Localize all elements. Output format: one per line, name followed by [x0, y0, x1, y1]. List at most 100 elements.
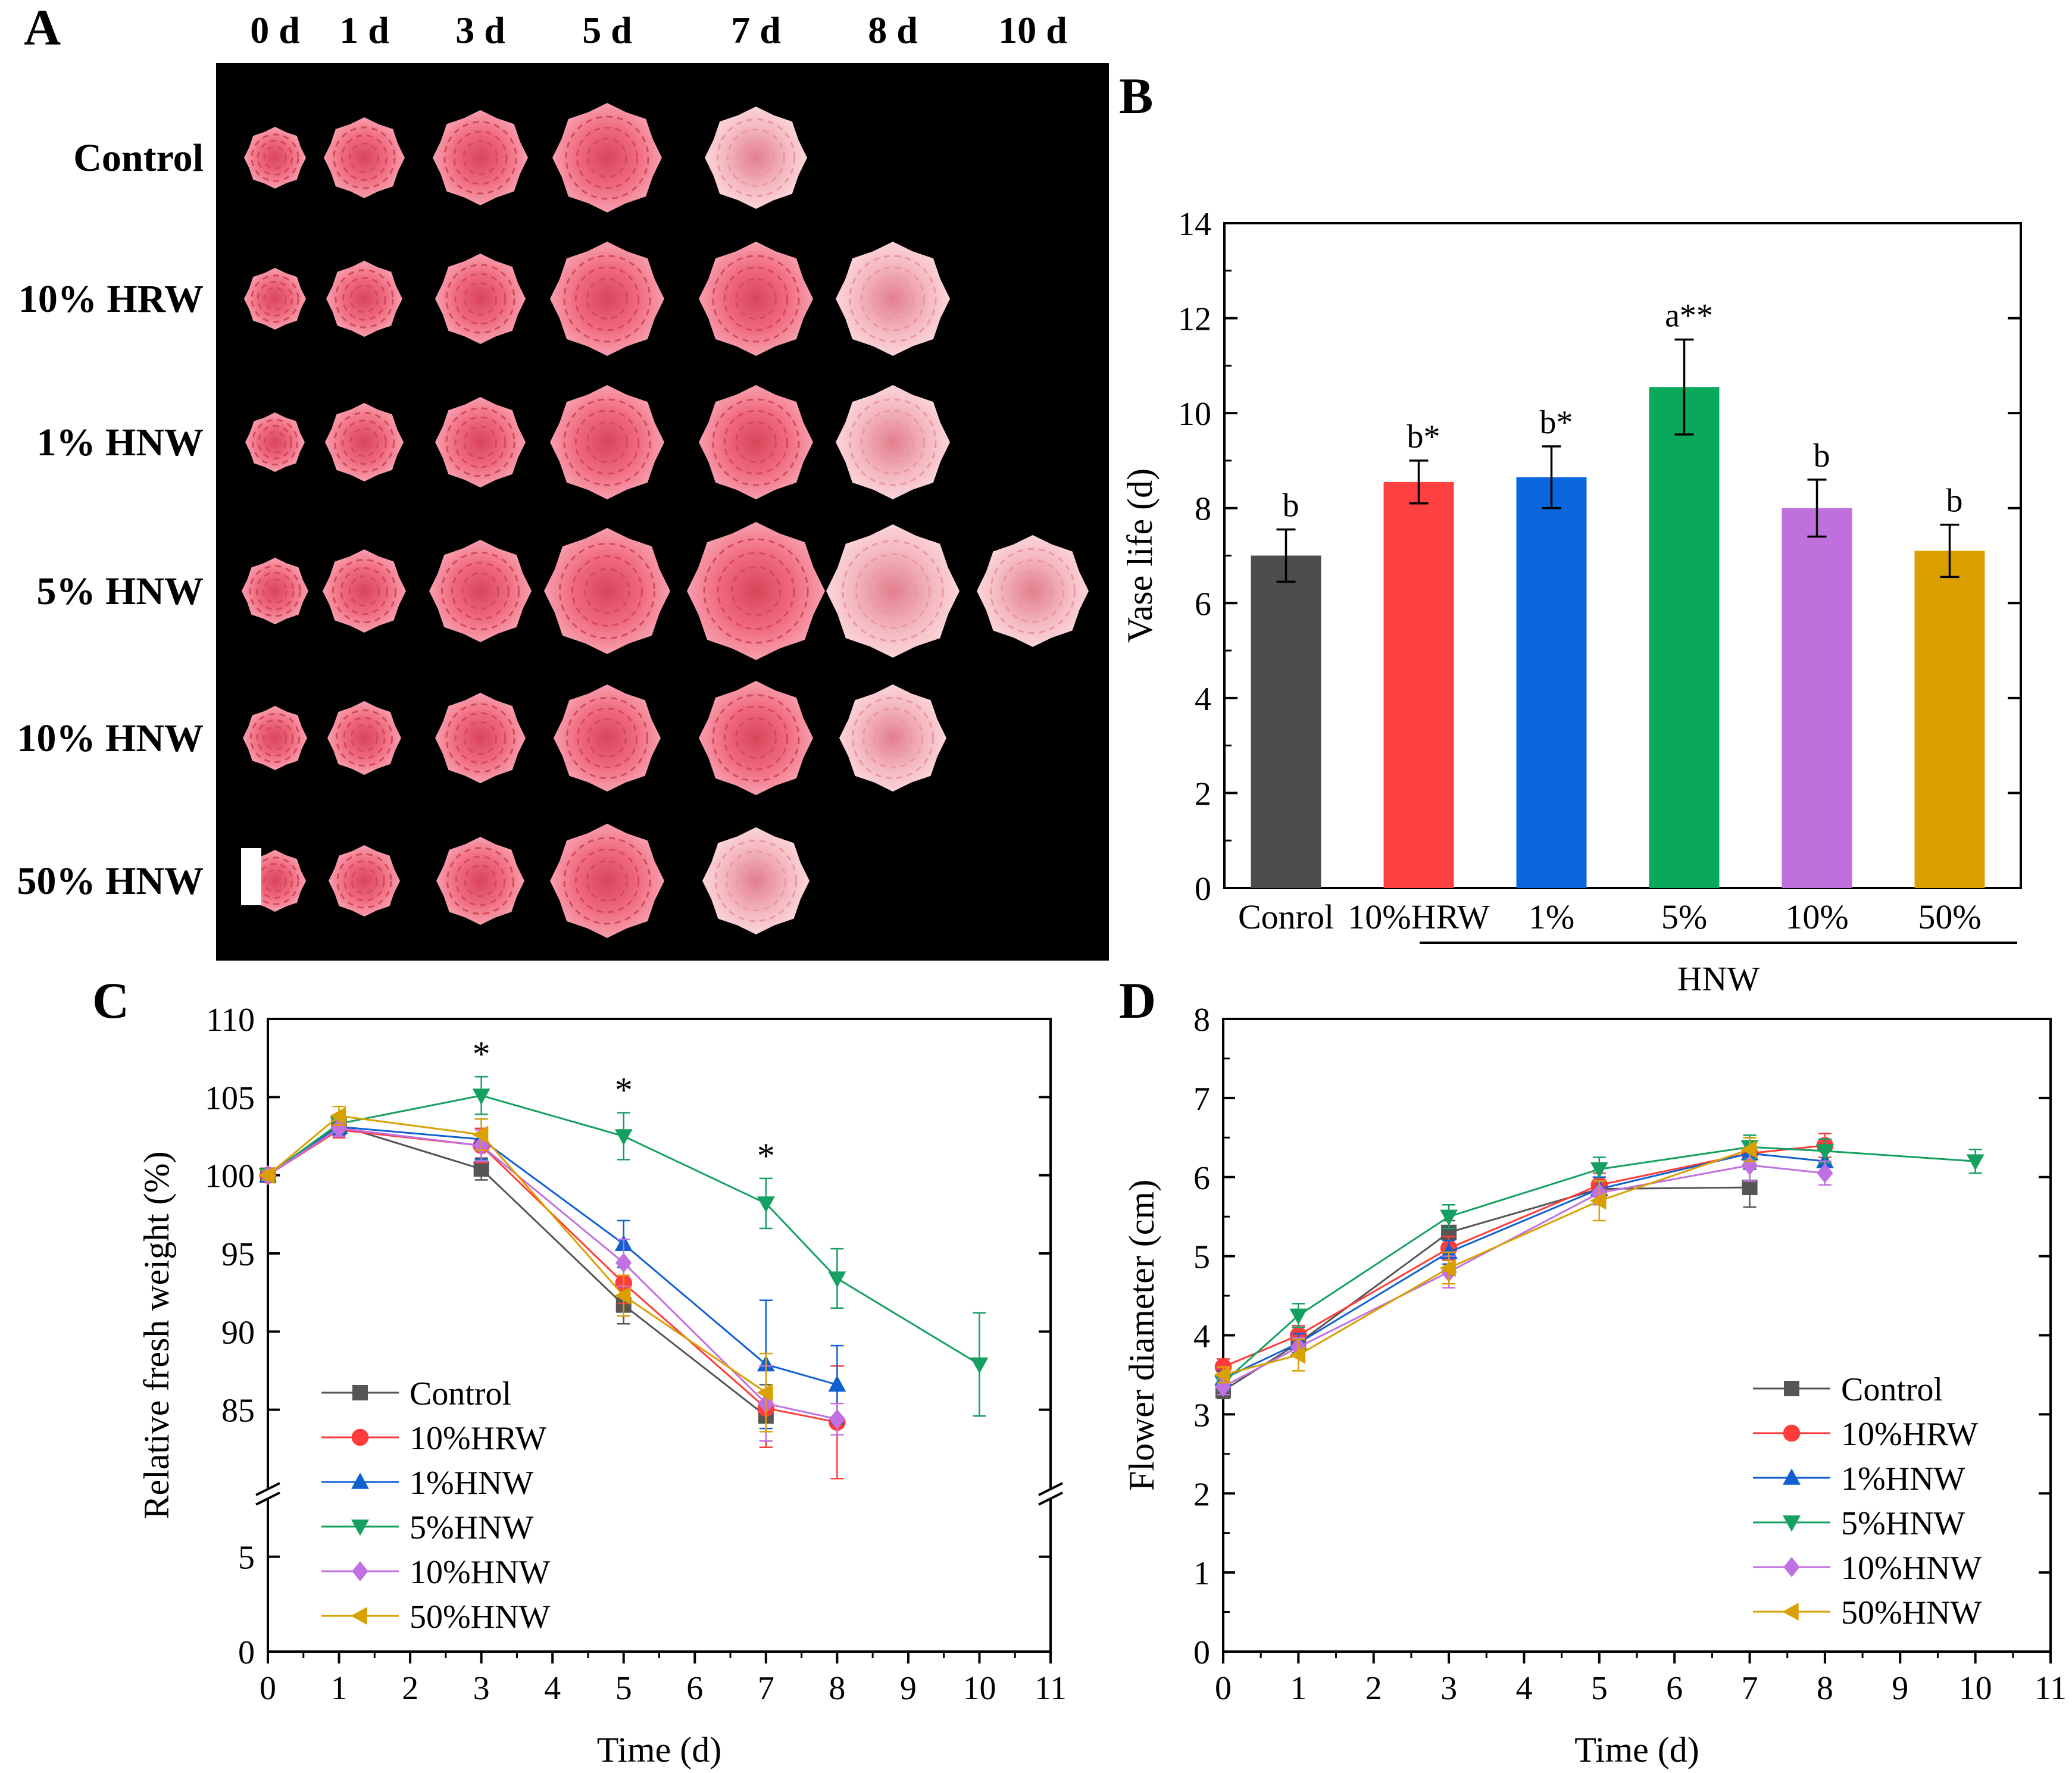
petal-ruffle	[443, 121, 517, 195]
flower-photo	[826, 524, 960, 658]
petal-ruffle	[735, 421, 777, 464]
x-tick-label: Conrol	[1238, 898, 1334, 936]
petal-ruffle	[454, 273, 507, 325]
data-point	[757, 1196, 775, 1213]
axis-break-gap	[264, 1489, 271, 1499]
data-point	[828, 1375, 846, 1392]
day-label: 8 d	[868, 9, 918, 51]
data-point	[1440, 1209, 1458, 1226]
flower-petals	[550, 242, 664, 356]
petal-ruffle	[351, 867, 378, 895]
treatment-rows: Control 10% HRW 1% HNW 5% HNW 10% HNW 50% HNW	[17, 136, 204, 903]
data-point	[1590, 1192, 1607, 1210]
significance-label: b	[1283, 487, 1299, 524]
petal-ruffle	[735, 717, 777, 759]
flower-petals	[550, 824, 664, 938]
y-tick-label: 8	[1193, 1002, 1210, 1039]
y-tick-label: 8	[1195, 491, 1211, 528]
flower-photo	[327, 701, 401, 775]
significance-label: b*	[1540, 404, 1573, 441]
series-5-hnw	[1214, 1134, 1985, 1392]
bar	[1383, 481, 1454, 888]
axis-break-mark	[255, 1491, 280, 1506]
petal-ruffle	[735, 277, 777, 320]
flower-petals	[552, 103, 662, 212]
flower-petals	[435, 254, 526, 344]
flower-photo	[325, 403, 404, 481]
legend: Control 10%HRW 1%HNW 5%HNW 10%HNW 50%HNW	[1753, 1371, 1982, 1631]
data-point	[828, 1271, 846, 1288]
x-tick-label: 9	[1892, 1670, 1908, 1707]
photo-background	[216, 63, 1109, 961]
flower-photo	[435, 254, 526, 344]
flower-photo	[699, 385, 813, 499]
legend-label: 50%HNW	[1841, 1594, 1982, 1631]
x-tick-label: 5	[1591, 1670, 1608, 1707]
axis-break-gap	[1047, 1489, 1054, 1499]
petal-ruffle	[577, 708, 637, 768]
panel-b: B 0 2 4 6 8 10 12 14 Vase life (d) b Conrol b* 10%HR…	[1119, 67, 2022, 998]
petal-ruffle	[586, 859, 629, 902]
flower-petals	[554, 684, 661, 792]
data-point	[1784, 1381, 1799, 1396]
x-tick-label: 6	[1666, 1670, 1683, 1707]
petal-ruffle	[576, 126, 639, 189]
data-point	[615, 1252, 632, 1273]
flower-petals	[705, 107, 807, 209]
data-point	[1782, 1603, 1799, 1621]
series-line	[1223, 1164, 1826, 1388]
panel-c: C 0 1 2 3 4 5 6 7 8 9 10 11 Time (d) Relative fresh w…	[92, 972, 1067, 1769]
petal-ruffle	[463, 425, 498, 459]
petal-ruffle	[256, 719, 294, 757]
flower-photo	[244, 127, 306, 189]
bar	[1782, 508, 1852, 888]
petal-ruffle	[712, 694, 800, 782]
flower-photo	[836, 385, 950, 499]
x-tick-label: 3	[473, 1670, 490, 1707]
flower-photo	[323, 549, 406, 633]
petal-ruffle	[862, 708, 923, 768]
flower-photo	[329, 845, 400, 917]
flower-petals	[242, 558, 308, 624]
petal-ruffle	[723, 705, 789, 771]
day-label: 5 d	[582, 9, 632, 51]
petal-ruffle	[455, 855, 506, 906]
legend-label: 50%HNW	[410, 1599, 551, 1636]
y-tick-label: 110	[206, 1002, 255, 1039]
flower-petals	[243, 706, 307, 770]
series-line	[267, 1125, 837, 1386]
significance-star: *	[615, 1071, 633, 1110]
petal-ruffle	[445, 264, 515, 334]
significance-label: b	[1814, 437, 1830, 474]
y-tick-label: 2	[1195, 776, 1211, 812]
petal-ruffle	[350, 724, 379, 752]
flower-photos	[242, 103, 1089, 938]
y-tick-label: 0	[1193, 1634, 1210, 1671]
petal-ruffle	[584, 568, 630, 614]
data-point	[1966, 1154, 1985, 1171]
petal-ruffle	[342, 420, 387, 465]
petal-ruffle	[566, 697, 648, 779]
petal-ruffle	[849, 255, 937, 343]
data-point	[1783, 1424, 1801, 1442]
petal-ruffle	[574, 266, 640, 332]
panel-b-label: B	[1119, 67, 1153, 124]
petal-ruffle	[855, 553, 931, 629]
flower-photo	[554, 684, 661, 792]
x-axis-title: Time (d)	[597, 1730, 721, 1769]
bar	[1914, 551, 1985, 888]
x-tick-label: 1	[1290, 1670, 1307, 1707]
y-tick-label: 7	[1193, 1081, 1210, 1118]
legend-label: 10%HNW	[410, 1554, 551, 1591]
flower-photo	[702, 827, 810, 934]
data-point	[352, 1561, 368, 1581]
petal-ruffle	[717, 118, 795, 197]
treatment-row-label: 50% HNW	[17, 859, 204, 903]
petal-ruffle	[463, 721, 498, 755]
petal-ruffle	[251, 133, 299, 182]
legend: Control 10%HRW 1%HNW 5%HNW 10%HNW 50%HNW	[321, 1375, 551, 1636]
x-axis-title: Time (d)	[1574, 1730, 1699, 1769]
data-point	[614, 1129, 633, 1146]
y-tick-label: 14	[1178, 206, 1211, 243]
